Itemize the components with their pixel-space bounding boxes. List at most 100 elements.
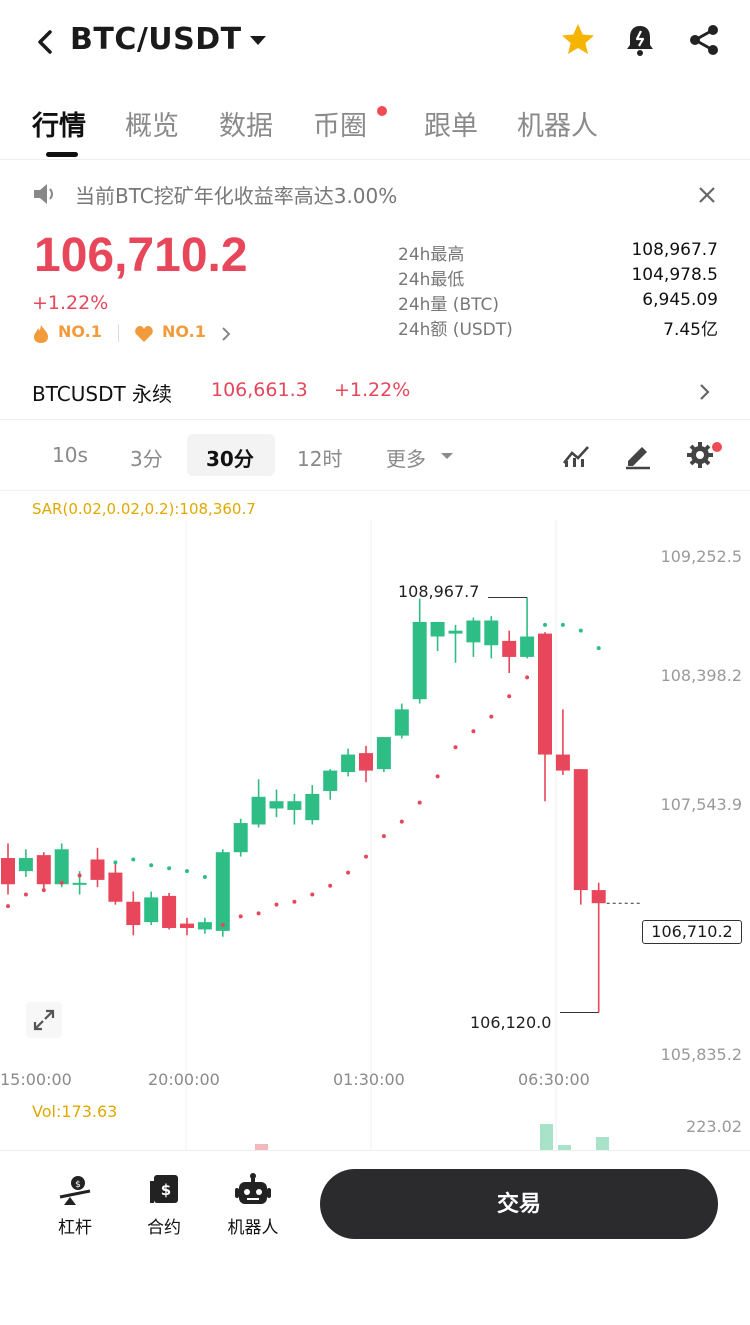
sar-dot: [220, 923, 225, 928]
rank-hot[interactable]: NO.1: [58, 322, 102, 341]
tab-community[interactable]: 币圈: [313, 111, 367, 142]
settings-gear-icon[interactable]: [684, 439, 716, 471]
alert-bell-icon[interactable]: [620, 20, 660, 60]
volume-max-tick: 223.02: [686, 1117, 742, 1136]
indicator-icon[interactable]: [560, 439, 592, 471]
tab-copy-trade[interactable]: 跟单: [424, 111, 478, 142]
leverage-label: 杠杆: [58, 1218, 92, 1238]
robot-button[interactable]: 机器人: [218, 1171, 288, 1238]
interval-30m[interactable]: 30分: [206, 447, 254, 471]
rank-favorite[interactable]: NO.1: [162, 322, 206, 341]
x-tick: 01:30:00: [333, 1070, 405, 1089]
chevron-right-icon[interactable]: [698, 382, 712, 402]
last-price: 106,710.2: [34, 229, 248, 282]
fire-icon: [34, 325, 48, 343]
sar-dot: [23, 892, 28, 897]
back-icon[interactable]: [28, 22, 64, 62]
rank-divider: [118, 324, 119, 342]
tab-badge-dot: [377, 106, 387, 116]
chevron-right-icon[interactable]: [220, 326, 232, 342]
bottom-action-bar: $ 杠杆 $ 合约 机器人 交易: [0, 1150, 750, 1325]
tab-data[interactable]: 数据: [219, 111, 273, 142]
leverage-button[interactable]: $ 杠杆: [40, 1171, 110, 1238]
candle-body: [197, 922, 212, 930]
announcement-text: 当前BTC挖矿年化收益率高达3.00%: [75, 184, 398, 208]
pair-title[interactable]: BTC/USDT: [70, 22, 242, 57]
sar-dot: [453, 745, 458, 750]
interval-10s[interactable]: 10s: [52, 443, 88, 467]
sar-dot: [95, 864, 100, 869]
stat-turnover-value: 7.45亿: [663, 320, 718, 340]
candle-body: [341, 754, 356, 773]
sar-dot: [543, 622, 547, 627]
x-tick: 06:30:00: [518, 1070, 590, 1089]
candle-body: [287, 801, 302, 810]
robot-label: 机器人: [227, 1218, 279, 1238]
perpetual-row[interactable]: BTCUSDT 永续 106,661.3 +1.22%: [0, 362, 750, 420]
stat-volume-label: 24h量 (BTC): [398, 295, 499, 315]
sar-dot: [346, 870, 351, 875]
main-tabs: 行情 概览 数据 币圈 跟单 机器人: [0, 82, 750, 160]
robot-icon: [235, 1173, 271, 1204]
pair-dropdown-icon[interactable]: [250, 36, 266, 45]
sar-indicator-label: SAR(0.02,0.02,0.2):108,360.7: [32, 500, 256, 518]
sar-dot: [41, 888, 46, 893]
sar-dot: [328, 883, 333, 888]
stat-low-value: 104,978.5: [631, 265, 718, 285]
active-interval-bg: [187, 434, 275, 476]
stat-high-value: 108,967.7: [631, 240, 718, 260]
candle-body: [466, 620, 481, 643]
heart-icon: [135, 326, 153, 342]
sar-dot: [6, 904, 10, 909]
volume-bar: [558, 1145, 571, 1150]
interval-more[interactable]: 更多: [386, 447, 426, 471]
candle-body: [555, 754, 570, 771]
stat-high-label: 24h最高: [398, 245, 465, 265]
candlestick-chart[interactable]: [0, 520, 750, 1150]
stat-low-label: 24h最低: [398, 270, 465, 290]
tab-overview[interactable]: 概览: [125, 111, 179, 142]
share-icon[interactable]: [684, 20, 724, 60]
perpetual-name: BTCUSDT 永续: [32, 382, 173, 406]
contract-button[interactable]: $ 合约: [129, 1171, 199, 1238]
candle-body: [573, 769, 588, 891]
sar-dot: [596, 646, 601, 651]
sar-dot: [310, 892, 315, 897]
candle-body: [18, 858, 33, 872]
leverage-icon: $: [59, 1176, 91, 1205]
y-tick: 108,398.2: [660, 666, 742, 685]
perpetual-price: 106,661.3: [211, 379, 308, 401]
candle-body: [162, 895, 177, 928]
candle-body: [233, 823, 248, 853]
interval-3m[interactable]: 3分: [130, 447, 163, 471]
volume-label: Vol:173.63: [32, 1102, 118, 1121]
candle-body: [1, 858, 15, 885]
sar-dot: [274, 902, 279, 907]
contract-icon: $: [150, 1175, 178, 1203]
stat-volume-value: 6,945.09: [642, 290, 718, 310]
sar-dot: [77, 873, 82, 878]
star-icon[interactable]: [558, 20, 598, 60]
candle-body: [412, 621, 427, 700]
interval-12h[interactable]: 12时: [297, 447, 343, 471]
y-tick: 105,835.2: [660, 1045, 742, 1064]
draw-pencil-icon[interactable]: [622, 439, 654, 471]
tab-bots[interactable]: 机器人: [517, 111, 598, 142]
tab-market[interactable]: 行情: [32, 111, 86, 142]
price-change-percent: +1.22%: [32, 292, 109, 314]
sar-dot: [113, 860, 118, 865]
announcement-bar[interactable]: 当前BTC挖矿年化收益率高达3.00%: [0, 172, 750, 216]
interval-selector: 10s 3分 30分 12时 更多: [0, 421, 750, 491]
candle-body: [36, 855, 51, 885]
sar-dot: [256, 911, 261, 916]
y-tick: 109,252.5: [660, 547, 742, 566]
trade-button[interactable]: 交易: [320, 1169, 718, 1239]
more-dropdown-icon[interactable]: [441, 453, 453, 459]
close-icon[interactable]: [696, 184, 718, 206]
y-tick: 107,543.9: [660, 795, 742, 814]
sar-dot: [578, 628, 583, 633]
sar-dot: [185, 869, 189, 874]
candle-body: [538, 633, 552, 755]
expand-icon[interactable]: [26, 1002, 62, 1038]
sar-dot: [364, 854, 368, 859]
